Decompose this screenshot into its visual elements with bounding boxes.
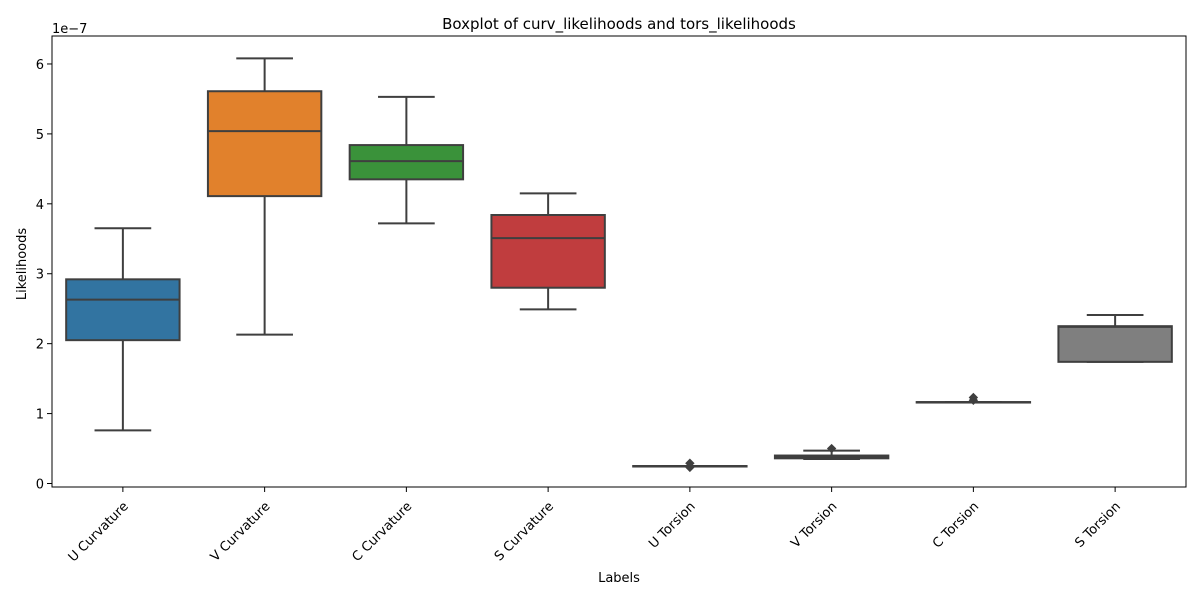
y-tick-label: 3 [36, 268, 44, 283]
box-group [915, 392, 1032, 406]
x-tick-label: S Torsion [1072, 499, 1124, 551]
plot-frame [51, 35, 1187, 488]
y-tick-label: 1 [36, 408, 44, 423]
y-tick-label: 5 [36, 128, 44, 143]
box-body [348, 144, 465, 181]
y-tick-label: 4 [36, 198, 44, 213]
y-tick-label: 6 [36, 58, 44, 73]
x-axis-label: Labels [598, 571, 640, 586]
box-group [773, 443, 890, 461]
box-body [1057, 325, 1173, 363]
x-tick-label: C Curvature [349, 499, 415, 565]
box-group [65, 227, 181, 432]
box-body [65, 278, 181, 342]
box-group [632, 458, 748, 473]
x-tick-label: V Torsion [788, 499, 840, 551]
y-offset-label: 1e−7 [52, 22, 87, 37]
x-tick-label: V Curvature [208, 499, 274, 565]
y-axis-label: Likelihoods [15, 228, 30, 301]
box-group [348, 95, 465, 225]
box-group [1057, 313, 1173, 363]
x-tick-label: U Torsion [646, 499, 699, 552]
y-tick-label: 2 [36, 338, 44, 353]
x-tick-label: C Torsion [930, 499, 982, 551]
x-tick-label: S Curvature [492, 499, 557, 564]
plot-area [65, 57, 1173, 473]
outlier-point [826, 443, 837, 454]
box-body [206, 90, 323, 198]
chart-title: Boxplot of curv_likelihoods and tors_lik… [442, 15, 796, 34]
x-tick-label: U Curvature [66, 499, 132, 565]
box-body [490, 214, 606, 289]
box-group [206, 57, 323, 336]
outlier-point [968, 392, 979, 403]
outlier-point [685, 458, 695, 468]
box-group [490, 192, 606, 311]
y-tick-label: 0 [36, 478, 44, 493]
